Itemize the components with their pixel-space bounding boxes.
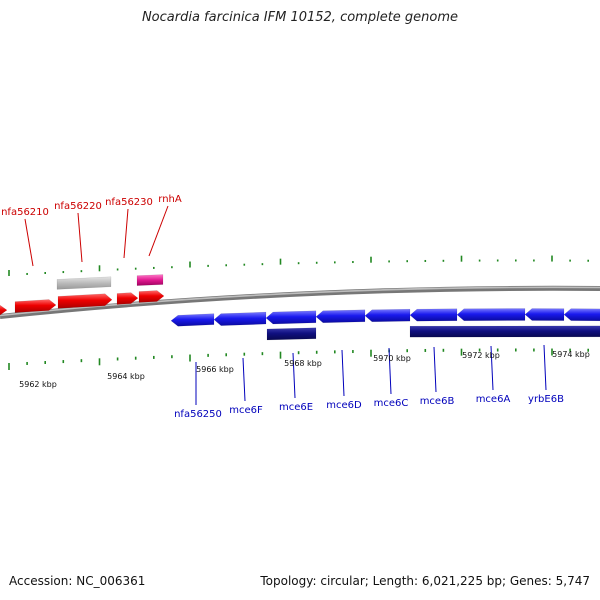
gene-nfa56220[interactable] (57, 293, 113, 309)
gene-nfa56200[interactable] (0, 304, 8, 316)
label-leader-line (148, 205, 169, 257)
gene-yrbE6A[interactable] (563, 308, 600, 322)
label-leader-line (490, 345, 494, 391)
label-leaders (24, 205, 547, 405)
label-leader-line (341, 349, 345, 397)
gene-mce6F[interactable] (213, 311, 267, 326)
rna-gene-near-rnhA[interactable] (136, 274, 164, 286)
genome-summary-text: Topology: circular; Length: 6,021,225 bp… (260, 574, 590, 588)
gene-rnhA[interactable] (138, 290, 165, 303)
kbp-label-5966: 5966 kbp (196, 365, 234, 374)
label-leader-line (77, 212, 83, 263)
gene-nfa56230[interactable] (116, 292, 139, 305)
gene-label-mce6F[interactable]: mce6F (229, 405, 263, 416)
kbp-label-5972: 5972 kbp (462, 351, 500, 360)
gene-label-mce6D[interactable]: mce6D (326, 400, 362, 411)
gene-mce6E[interactable] (265, 310, 317, 325)
genome-backbone-highlight (0, 286, 600, 317)
gene-label-nfa56210[interactable]: nfa56210 (1, 207, 49, 218)
gene-label-mce6C[interactable]: mce6C (374, 398, 409, 409)
kbp-label-5964: 5964 kbp (107, 372, 145, 381)
kbp-label-5974: 5974 kbp (552, 350, 590, 359)
genome-backbone (0, 285, 600, 319)
label-leader-line (543, 344, 547, 391)
kbp-label-5962: 5962 kbp (19, 380, 57, 389)
gene-nfa56250[interactable] (170, 313, 215, 327)
gene-mce6D[interactable] (315, 309, 366, 324)
gene-label-yrbE6B[interactable]: yrbE6B (528, 394, 564, 405)
label-leader-line (292, 352, 296, 399)
gene-yrbE6B[interactable] (524, 308, 565, 321)
gene-label-nfa56220[interactable]: nfa56220 (54, 201, 102, 212)
gene-label-nfa56230[interactable]: nfa56230 (105, 197, 153, 208)
operon-block-mce6[interactable] (409, 325, 600, 338)
gene-label-nfa56250[interactable]: nfa56250 (174, 409, 222, 420)
label-leader-line (242, 357, 246, 402)
pseudogene-nfa56220[interactable] (56, 276, 112, 290)
gene-nfa56210[interactable] (14, 299, 57, 313)
gene-label-mce6E[interactable]: mce6E (279, 402, 313, 413)
kbp-label-5968: 5968 kbp (284, 359, 322, 368)
genome-title: Nocardia farcinica IFM 10152, complete g… (141, 10, 459, 25)
scale-ticks (8, 255, 590, 370)
operon-block-mce6E[interactable] (266, 327, 317, 341)
gene-label-rnhA[interactable]: rnhA (158, 194, 182, 205)
label-leader-line (433, 346, 437, 393)
gene-label-mce6A[interactable]: mce6A (476, 394, 511, 405)
label-leader-line (24, 218, 34, 267)
kbp-label-5970: 5970 kbp (373, 354, 411, 363)
accession-text: Accession: NC_006361 (9, 574, 146, 588)
label-leader-line (388, 347, 392, 395)
gene-mce6C[interactable] (364, 308, 411, 323)
gene-mce6B[interactable] (409, 308, 458, 322)
gene-label-mce6B[interactable]: mce6B (420, 396, 455, 407)
label-leader-line (123, 208, 129, 259)
gene-mce6A[interactable] (456, 308, 526, 321)
gene-track (0, 274, 600, 341)
